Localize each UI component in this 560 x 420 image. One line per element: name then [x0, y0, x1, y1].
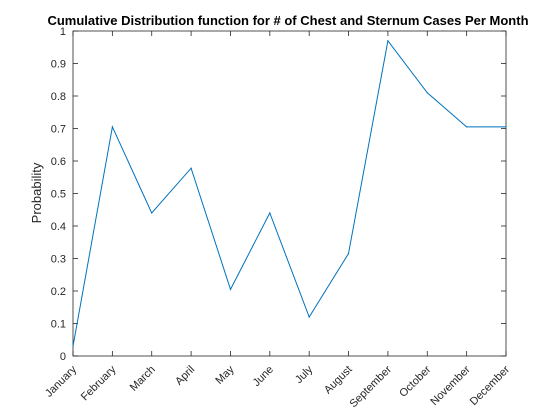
x-tick-label: May: [213, 363, 237, 387]
data-point: [269, 212, 271, 214]
x-tick-label: October: [397, 363, 433, 399]
y-axis-title: Probability: [29, 162, 44, 223]
x-tick-label: March: [128, 364, 158, 394]
data-point: [387, 40, 389, 42]
x-tick-label: April: [173, 364, 197, 388]
series-line: [72, 39, 506, 347]
data-point: [111, 126, 113, 128]
x-tick-label: February: [79, 363, 119, 403]
y-tick-label: 0.6: [51, 156, 66, 168]
y-tick-label: 1: [60, 26, 66, 38]
data-point: [308, 316, 310, 318]
y-tick-label: 0.4: [51, 221, 66, 233]
data-point: [505, 126, 507, 128]
y-tick-label: 0.2: [51, 286, 66, 298]
y-tick-label: 0.7: [51, 124, 66, 136]
plot-area: 0 0.1 0.2 0.3 0.4 0.5 0.6 0.7 0.8 0.9 1 January Febr…: [43, 26, 512, 410]
y-tick-label: 0.1: [51, 319, 66, 331]
x-tick-label: November: [428, 363, 473, 408]
chart-title: Cumulative Distribution function for # o…: [47, 13, 528, 28]
plot-frame: [72, 30, 507, 357]
x-tick-label: January: [43, 363, 80, 400]
data-point: [426, 92, 428, 94]
y-tick-label: 0.3: [51, 254, 66, 266]
x-tick-label: June: [251, 364, 276, 389]
data-point: [466, 126, 468, 128]
x-tick-label: August: [322, 364, 355, 397]
data-point: [347, 253, 350, 255]
x-tick-label: December: [468, 363, 513, 408]
y-tick-label: 0.9: [51, 59, 66, 71]
x-tick-label: July: [293, 363, 316, 386]
x-tick-label: September: [347, 363, 394, 410]
data-point: [229, 288, 232, 290]
data-point: [190, 167, 192, 169]
data-point: [72, 345, 74, 347]
y-tick-label: 0.5: [51, 189, 66, 201]
y-tick-label: 0: [60, 351, 66, 363]
y-tick-label: 0.8: [51, 91, 66, 103]
data-point: [151, 212, 153, 214]
